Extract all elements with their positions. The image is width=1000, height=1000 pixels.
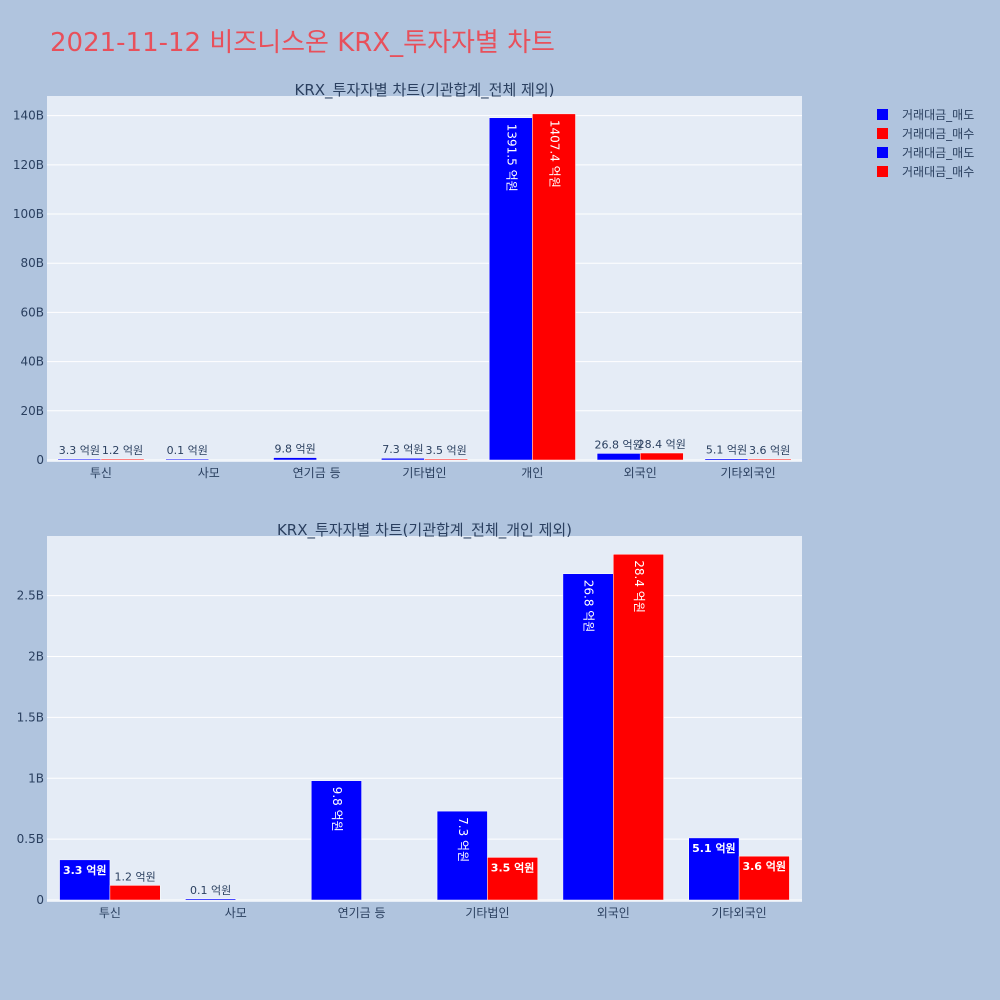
page-title: 2021-11-12 비즈니스온 KRX_투자자별 차트	[50, 28, 555, 58]
y-tick-label: 120B	[13, 158, 44, 172]
bar	[747, 458, 792, 461]
bar	[165, 458, 210, 461]
data-label: 7.3 억원	[456, 817, 470, 862]
x-tick-label: 기타법인	[465, 906, 509, 920]
data-label: 3.6 억원	[742, 859, 786, 873]
data-label: 7.3 억원	[382, 443, 423, 456]
plot-background	[47, 96, 802, 462]
data-label: 1.2 억원	[102, 444, 143, 457]
legend-label: 거래대금_매수	[902, 127, 974, 141]
chart-title: KRX_투자자별 차트(기관합계_전체 제외)	[295, 81, 555, 100]
y-tick-label: 0	[36, 893, 44, 907]
bar	[562, 573, 614, 901]
data-label: 1391.5 억원	[504, 124, 518, 192]
bar	[100, 458, 145, 461]
bar	[311, 780, 362, 901]
x-tick-label: 기타외국인	[711, 906, 766, 920]
bar	[57, 458, 102, 461]
y-tick-label: 0.5B	[17, 832, 44, 846]
data-label: 1.2 억원	[114, 870, 155, 883]
legend-label: 거래대금_매도	[902, 146, 974, 160]
y-tick-label: 80B	[20, 256, 44, 270]
legend-swatch	[877, 128, 888, 139]
data-label: 28.4 억원	[632, 560, 646, 613]
bar	[596, 453, 641, 461]
x-tick-label: 투신	[90, 466, 112, 480]
y-tick-label: 60B	[20, 305, 44, 319]
legend-label: 거래대금_매수	[902, 165, 974, 179]
bar	[488, 117, 533, 461]
y-tick-label: 40B	[20, 355, 44, 369]
x-tick-label: 기타외국인	[720, 466, 775, 480]
y-tick-label: 0	[36, 453, 44, 467]
y-tick-label: 20B	[20, 404, 44, 418]
bar	[487, 857, 538, 901]
bar	[185, 898, 237, 901]
x-tick-label: 사모	[225, 906, 247, 920]
y-tick-label: 1B	[28, 771, 44, 785]
chart-panel-1: 0 20B 40B 60B 80B 100B 120B 140B KRX_투자자별 차트(기관합…	[13, 81, 802, 480]
y-tick-label: 1.5B	[17, 710, 44, 724]
x-tick-label: 기타법인	[402, 466, 446, 480]
bar	[109, 885, 161, 901]
bar	[704, 458, 749, 461]
bar	[273, 457, 317, 461]
data-label: 9.8 억원	[330, 787, 344, 832]
chart-panel-2: 0 0.5B 1B 1.5B 2B 2.5B KRX_투자자별 차트(기관합계_전체_개인 …	[17, 521, 802, 920]
y-tick-label: 2.5B	[17, 589, 44, 603]
data-label: 26.8 억원	[595, 438, 643, 451]
data-label: 0.1 억원	[167, 444, 208, 457]
bar	[381, 457, 425, 461]
data-label: 0.1 억원	[190, 884, 231, 897]
bar	[738, 855, 790, 901]
x-tick-label: 사모	[198, 466, 220, 480]
data-label: 3.6 억원	[749, 444, 790, 457]
x-tick-label: 연기금 등	[293, 466, 341, 480]
legend-swatch	[877, 109, 888, 120]
data-label: 9.8 억원	[274, 443, 315, 456]
y-tick-label: 140B	[13, 109, 44, 123]
bar	[424, 458, 468, 461]
bar	[613, 554, 664, 901]
y-tick-label: 100B	[13, 207, 44, 221]
data-label: 3.5 억원	[425, 444, 466, 457]
bar	[436, 810, 488, 901]
y-tick-label: 2B	[28, 650, 44, 664]
x-tick-label: 투신	[99, 906, 121, 920]
data-label: 3.5 억원	[491, 860, 535, 874]
x-tick-label: 연기금 등	[338, 906, 386, 920]
plot-background	[47, 536, 802, 902]
data-label: 1407.4 억원	[547, 120, 561, 188]
data-label: 5.1 억원	[692, 841, 736, 855]
chart-title: KRX_투자자별 차트(기관합계_전체_개인 제외)	[277, 521, 572, 540]
data-label: 5.1 억원	[706, 444, 747, 457]
data-label: 26.8 억원	[582, 580, 596, 633]
legend-label: 거래대금_매도	[902, 108, 974, 122]
x-tick-label: 개인	[521, 466, 543, 480]
bar	[59, 859, 111, 901]
bar	[532, 113, 576, 461]
bar	[688, 837, 740, 901]
x-tick-label: 외국인	[597, 906, 630, 920]
data-label: 28.4 억원	[638, 438, 686, 451]
legend-swatch	[877, 147, 888, 158]
data-label: 3.3 억원	[59, 444, 100, 457]
bar	[639, 452, 684, 461]
x-tick-label: 외국인	[624, 466, 657, 480]
data-label: 3.3 억원	[63, 863, 107, 877]
legend-swatch	[877, 166, 888, 177]
